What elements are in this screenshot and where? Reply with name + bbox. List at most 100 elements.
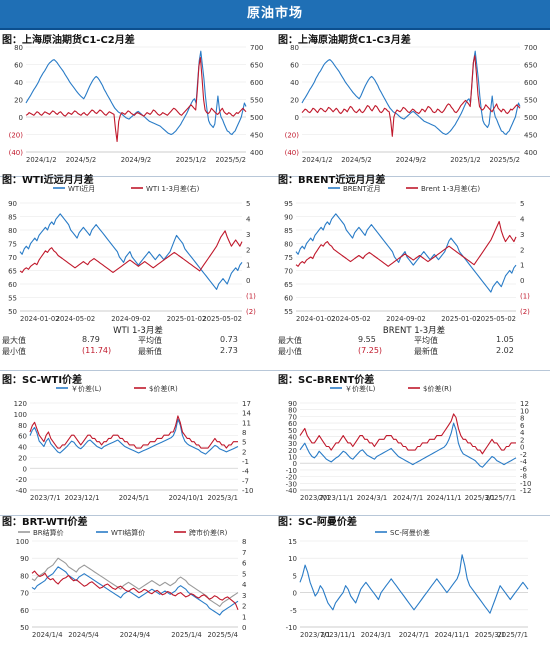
y-tick-label-right: 550 [250, 97, 263, 105]
y-tick-label-right: 5 [242, 570, 246, 578]
y-tick-label-left: 75 [8, 241, 17, 249]
y-tick-label-right: 400 [250, 149, 263, 157]
y-tick-label-left: 80 [290, 44, 299, 52]
x-tick-label: 2024/9/2 [121, 156, 152, 164]
stats-label: 最小值 [2, 347, 26, 356]
x-tick-label: 2025/1/2 [450, 156, 481, 164]
legend-label: ￥价差(L) [71, 384, 102, 393]
x-tick-label: 2024/11/1 [427, 494, 462, 502]
stats-value: (11.74) [82, 346, 112, 355]
legend-label: BRENT近月 [343, 184, 381, 193]
x-tick-label: 2024/7/1 [399, 631, 430, 639]
series-line [19, 230, 243, 273]
y-tick-label-left: (40) [285, 149, 300, 157]
y-tick-label-right: 2 [246, 246, 250, 254]
y-tick-label-right: 2 [242, 448, 246, 456]
y-tick-label-left: 60 [14, 62, 23, 70]
y-tick-label-left: 95 [284, 200, 293, 208]
y-tick-label-left: 50 [20, 624, 29, 632]
y-tick-label-right: -12 [520, 487, 531, 495]
stats-header: BRENT 1-3月差 [382, 326, 446, 336]
x-tick-label: 2024/1/2 [26, 156, 57, 164]
y-tick-label-right: 6 [520, 422, 525, 430]
legend-label: WTI近月 [68, 184, 95, 193]
x-tick-label: 2025/1/2 [176, 156, 207, 164]
series-line [301, 55, 521, 137]
x-tick-label: 2025/5/2 [215, 156, 246, 164]
series-line [295, 220, 517, 267]
y-tick-label-right: -6 [520, 465, 528, 473]
x-tick-label: 2024-09-02 [111, 315, 151, 323]
chart-title: 图：上海原油期货C1-C2月差 [2, 35, 135, 46]
y-tick-label-left: 60 [288, 420, 297, 428]
y-tick-label-right: 500 [524, 114, 537, 122]
legend-label: ￥价差(L) [345, 384, 376, 393]
y-tick-label-right: 8 [242, 538, 246, 546]
stats-header: WTI 1-3月差 [113, 326, 163, 336]
y-tick-label-left: 20 [290, 97, 299, 105]
y-tick-label-left: 80 [14, 44, 23, 52]
x-tick-label: 2024-05-02 [331, 315, 371, 323]
y-tick-label-left: 70 [284, 268, 293, 276]
y-tick-label-left: 5 [293, 572, 297, 580]
y-tick-label-right: 4 [520, 429, 525, 437]
stats-row: 最大值 9.55 平均值 1.05 [278, 335, 550, 346]
banner-underline [0, 28, 550, 30]
chart-panel-brent-spread: 图：BRENT近远月月差 BRENT 1-3月差 最大值 9.55 平均值 1.… [278, 171, 548, 361]
y-tick-label-right: 1 [246, 262, 250, 270]
y-tick-label-left: 80 [20, 572, 29, 580]
legend-label: WTI结算价 [111, 528, 145, 537]
x-tick-label: 2025-05-02 [202, 315, 242, 323]
legend-label: BR结算价 [33, 528, 64, 537]
y-tick-label-right: -4 [242, 468, 250, 476]
y-tick-label-left: 80 [288, 407, 297, 415]
stats-label: 最新值 [138, 347, 162, 356]
y-tick-label-left: 60 [290, 62, 299, 70]
x-tick-label: 2024-01-02 [20, 315, 60, 323]
y-tick-label-left: -40 [286, 487, 297, 495]
y-tick-label-right: 5 [246, 200, 250, 208]
chart-title: 图：SC-BRENT价差 [278, 375, 375, 386]
y-tick-label-right: 2 [242, 603, 246, 611]
x-tick-label: 2024/5/2 [66, 156, 97, 164]
stats-label: 平均值 [414, 336, 438, 345]
y-tick-label-right: 11 [242, 419, 251, 427]
y-tick-label-left: 30 [288, 440, 297, 448]
y-tick-label-right: 0 [246, 277, 250, 285]
x-tick-label: 2023/7/1 [300, 494, 331, 502]
x-tick-label: 2023/11/1 [321, 631, 356, 639]
chart-svg: 90 85 80 75 70 65 60 55 50 5 4 3 2 1 0 (1) (2) 2024-01-02… [8, 184, 256, 323]
y-tick-label-left: 75 [284, 254, 293, 262]
y-tick-label-right: 10 [520, 407, 529, 415]
y-tick-label-left: 80 [8, 227, 17, 235]
chart-title: 图：WTI近远月月差 [2, 175, 94, 186]
y-tick-label-left: 90 [20, 555, 29, 563]
x-tick-label: 2024/5/2 [341, 156, 372, 164]
stats-value: 2.02 [496, 346, 514, 355]
row-divider [0, 515, 550, 516]
y-tick-label-right: (2) [520, 308, 530, 316]
stats-row: 最小值 (7.25) 最新值 2.02 [278, 346, 550, 357]
y-tick-label-left: 40 [14, 79, 23, 87]
y-tick-label-right: 450 [250, 132, 263, 140]
y-tick-label-left: 20 [288, 447, 297, 455]
y-tick-label-left: 55 [8, 295, 17, 303]
y-tick-label-left: (20) [285, 132, 300, 140]
y-tick-label-left: 70 [8, 254, 17, 262]
y-tick-label-left: 60 [20, 607, 29, 615]
y-tick-label-right: 14 [242, 410, 251, 418]
y-tick-label-right: 0 [520, 277, 524, 285]
stats-value: 9.55 [358, 335, 376, 344]
stats-row: 最小值 (11.74) 最新值 2.73 [2, 346, 274, 357]
y-tick-label-right: 6 [242, 560, 247, 568]
y-tick-label-left: -5 [290, 607, 297, 615]
x-tick-label: 2025/3/1 [207, 494, 238, 502]
y-tick-label-right: 4 [246, 215, 251, 223]
y-tick-label-left: 10 [288, 454, 297, 462]
stats-label: 最大值 [278, 336, 302, 345]
legend-label: WTI 1-3月差(右) [146, 184, 200, 193]
stats-value: (7.25) [358, 346, 383, 355]
x-tick-label: 2025/5/4 [207, 631, 238, 639]
y-tick-label-right: 700 [250, 44, 263, 52]
